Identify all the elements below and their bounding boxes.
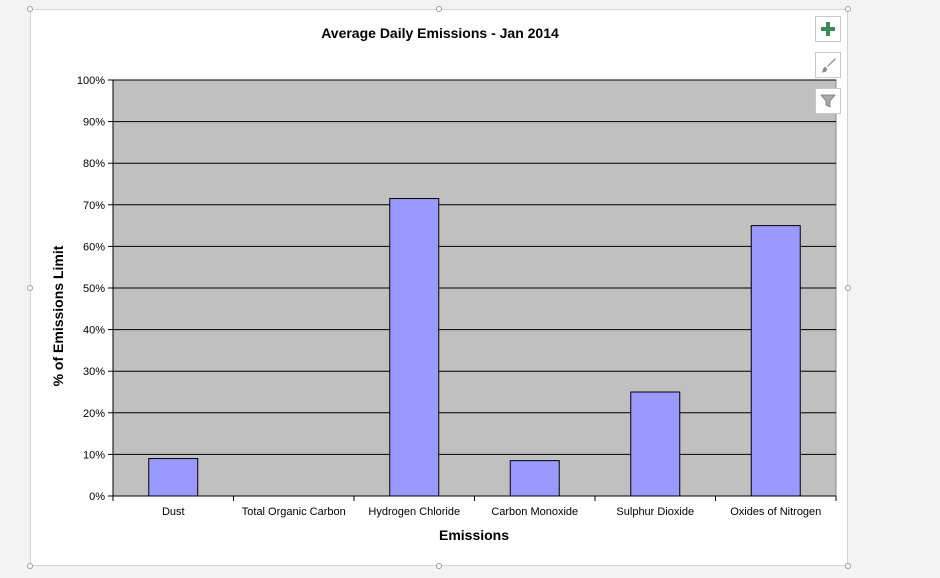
chart-title: Average Daily Emissions - Jan 2014 [321,25,559,41]
bar[interactable] [630,391,681,497]
y-tick-label: 70% [83,200,105,212]
y-tick-label: 10% [83,449,105,461]
bar[interactable] [509,460,560,497]
x-tick-label: Carbon Monoxide [491,506,578,518]
chart-svg: 0% 10% 20% 30% 40% 50% 60% 70% 80% 90% 100% Dust To… [50,75,837,543]
resize-handle[interactable] [436,6,442,12]
y-tick-label: 80% [83,158,105,170]
y-tick-label: 40% [83,325,105,337]
resize-handle[interactable] [845,285,851,291]
resize-handle[interactable] [27,285,33,291]
chart-filters-button[interactable] [815,88,841,114]
resize-handle[interactable] [845,6,851,12]
x-tick-label: Total Organic Carbon [242,506,346,518]
chart-elements-button[interactable] [815,16,841,42]
filter-icon [820,94,836,108]
x-axis-title: Emissions [439,527,509,543]
resize-handle[interactable] [27,563,33,569]
x-tick-label: Sulphur Dioxide [616,506,694,518]
y-tick-label: 100% [77,75,105,87]
brush-icon [821,58,836,73]
resize-handle[interactable] [845,563,851,569]
y-tick-label: 0% [89,491,105,503]
x-tick-label: Dust [162,506,185,518]
bar[interactable] [389,198,440,497]
y-tick-label: 50% [83,283,105,295]
chart-styles-button[interactable] [815,52,841,78]
resize-handle[interactable] [436,563,442,569]
resize-handle[interactable] [27,6,33,12]
y-tick-label: 20% [83,408,105,420]
chart-container[interactable]: Average Daily Emissions - Jan 2014 0% 10%… [27,6,851,569]
x-tick-label: Hydrogen Chloride [368,506,460,518]
y-tick-label: 30% [83,366,105,378]
y-tick-label: 90% [83,117,105,129]
x-tick-label: Oxides of Nitrogen [730,506,821,518]
y-axis-title: % of Emissions Limit [50,245,66,386]
bar[interactable] [148,458,199,497]
plus-icon [821,22,835,36]
y-tick-label: 60% [83,241,105,253]
bar[interactable] [750,225,801,497]
